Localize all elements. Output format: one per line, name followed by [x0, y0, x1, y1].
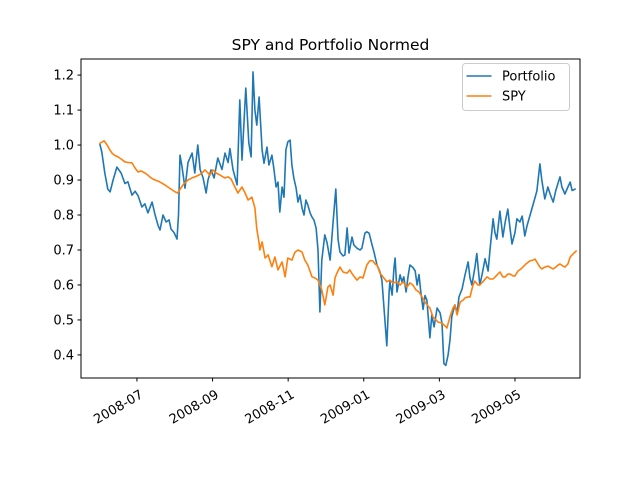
x-tick-label: 2008-09 — [167, 387, 222, 427]
series-line-spy — [99, 140, 578, 329]
x-tick-label: 2008-11 — [243, 387, 298, 427]
y-tick-label: 0.9 — [53, 174, 74, 189]
legend-label-portfolio: Portfolio — [502, 70, 556, 85]
chart-title: SPY and Portfolio Normed — [232, 36, 430, 54]
y-tick-label: 1.0 — [53, 139, 74, 154]
x-tick-label: 2009-05 — [469, 387, 524, 427]
y-tick-label: 0.6 — [53, 278, 74, 293]
y-tick-label: 0.4 — [53, 348, 74, 363]
legend: Portfolio SPY — [462, 63, 570, 111]
series-lines — [99, 71, 578, 367]
legend-label-spy: SPY — [502, 90, 526, 105]
x-tick-label: 2009-01 — [318, 387, 373, 427]
y-tick-label: 1.2 — [53, 69, 74, 84]
x-tick-label: 2008-07 — [91, 387, 146, 427]
series-line-portfolio — [99, 71, 576, 367]
x-axis: 2008-07 2008-09 2008-11 2009-01 2009-03 2009-… — [91, 378, 524, 428]
y-tick-label: 1.1 — [53, 104, 74, 119]
y-tick-label: 0.8 — [53, 209, 74, 224]
y-tick-label: 0.5 — [53, 313, 74, 328]
y-tick-label: 0.7 — [53, 243, 74, 258]
x-tick-label: 2009-03 — [394, 387, 449, 427]
y-axis: 0.4 0.5 0.6 0.7 0.8 0.9 1.0 1.1 1.2 — [53, 69, 81, 363]
